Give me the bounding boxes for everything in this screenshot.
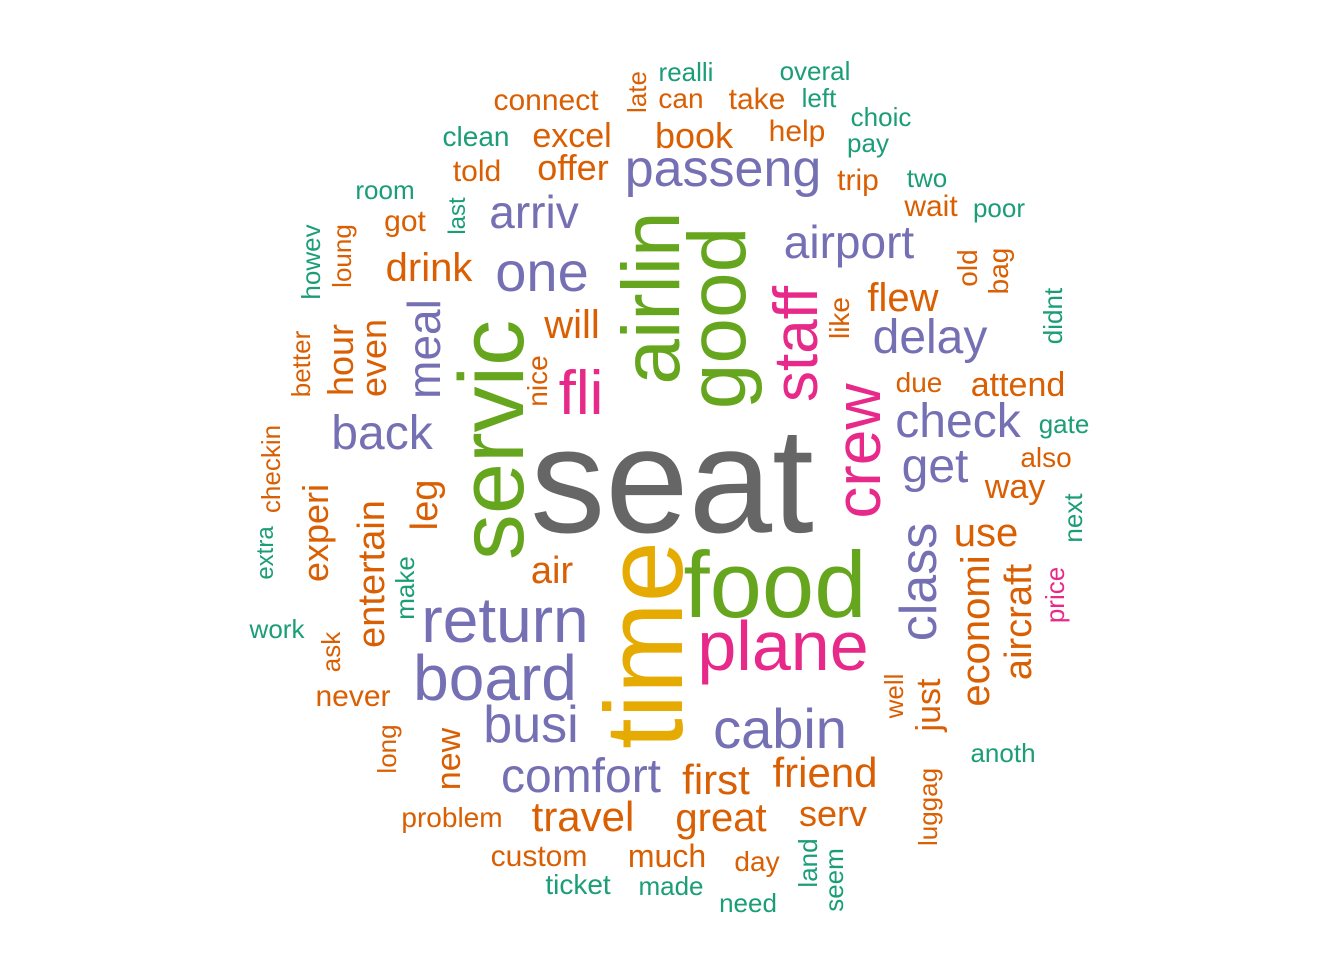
word-aircraft: aircraft [998, 563, 1040, 681]
word-never: never [315, 680, 391, 713]
word-get: get [901, 440, 969, 493]
word-use: use [953, 511, 1019, 555]
word-back: back [331, 407, 433, 460]
word-even: even [353, 318, 394, 398]
word-friend: friend [772, 749, 878, 796]
word-experi: experi [295, 483, 336, 583]
word-extra: extra [252, 526, 279, 580]
word-howev: howev [296, 224, 326, 300]
word-ticket: ticket [545, 869, 611, 900]
word-new: new [430, 727, 468, 791]
word-wait: wait [904, 190, 958, 223]
word-flew: flew [867, 276, 939, 320]
word-cabin: cabin [713, 697, 847, 760]
word-didnt: didnt [1038, 287, 1068, 345]
word-seat: seat [530, 396, 814, 564]
word-due: due [895, 367, 943, 398]
word-arriv: arriv [489, 186, 579, 238]
word-check: check [895, 395, 1021, 448]
word-two: two [906, 163, 948, 193]
word-poor: poor [972, 193, 1026, 223]
word-air: air [530, 550, 574, 592]
word-staff: staff [762, 285, 831, 403]
word-connect: connect [493, 84, 599, 117]
word-late: late [622, 71, 652, 113]
word-got: got [384, 205, 426, 238]
word-meal: meal [398, 299, 450, 399]
word-great: great [675, 796, 767, 840]
word-drink: drink [385, 246, 473, 290]
word-land: land [793, 838, 823, 888]
word-nice: nice [522, 355, 553, 407]
word-realli: realli [658, 57, 714, 87]
word-return: return [421, 584, 589, 656]
word-help: help [768, 115, 826, 148]
word-like: like [824, 296, 855, 340]
word-take: take [728, 83, 786, 116]
word-need: need [719, 888, 777, 918]
word-price: price [1040, 566, 1070, 624]
word-problem: problem [401, 802, 503, 833]
word-first: first [682, 756, 750, 803]
word-busi: busi [483, 696, 579, 754]
word-day: day [734, 846, 780, 877]
word-passeng: passeng [624, 140, 822, 198]
word-just: just [910, 678, 948, 732]
word-will: will [544, 303, 600, 347]
word-checkin: checkin [256, 424, 286, 514]
word-seem: seem [819, 848, 849, 912]
word-work: work [249, 614, 305, 644]
word-entertain: entertain [351, 500, 393, 648]
word-delay: delay [872, 311, 988, 364]
word-told: told [452, 155, 502, 188]
word-next: next [1058, 493, 1088, 543]
word-travel: travel [531, 793, 635, 840]
word-book: book [654, 115, 734, 156]
word-plane: plane [697, 607, 869, 685]
word-board: board [413, 642, 577, 714]
word-can: can [658, 83, 704, 114]
word-way: way [984, 468, 1046, 506]
word-bag: bag [983, 247, 1014, 295]
word-excel: excel [532, 117, 612, 155]
word-food: food [683, 532, 867, 637]
word-serv: serv [798, 793, 868, 834]
word-made: made [638, 871, 704, 901]
word-good: good [672, 226, 763, 410]
word-leg: leg [404, 479, 446, 531]
word-left: left [801, 83, 837, 113]
word-loung: loung [327, 224, 357, 288]
word-pay: pay [847, 128, 889, 158]
word-ask: ask [316, 631, 346, 673]
word-make: make [390, 556, 420, 620]
word-room: room [355, 175, 415, 205]
word-trip: trip [837, 164, 879, 197]
word-also: also [1020, 442, 1072, 473]
word-economi: economi [954, 555, 998, 707]
word-overal: overal [779, 56, 851, 86]
word-long: long [372, 724, 402, 774]
word-choic: choic [850, 102, 912, 132]
word-anoth: anoth [970, 738, 1036, 768]
word-crew: crew [822, 383, 894, 519]
word-well: well [879, 673, 909, 719]
word-fli: fli [558, 359, 604, 428]
word-custom: custom [490, 840, 588, 873]
word-comfort: comfort [500, 750, 662, 803]
word-offer: offer [537, 147, 609, 188]
word-attend: attend [970, 366, 1066, 404]
word-better: better [286, 330, 316, 398]
word-class: class [890, 522, 948, 642]
word-old: old [952, 249, 983, 287]
word-luggag: luggag [913, 767, 943, 847]
word-one: one [495, 240, 589, 303]
word-last: last [444, 197, 471, 235]
word-clean: clean [442, 121, 510, 152]
word-gate: gate [1038, 409, 1090, 439]
word-airport: airport [783, 216, 915, 268]
word-much: much [627, 838, 707, 874]
